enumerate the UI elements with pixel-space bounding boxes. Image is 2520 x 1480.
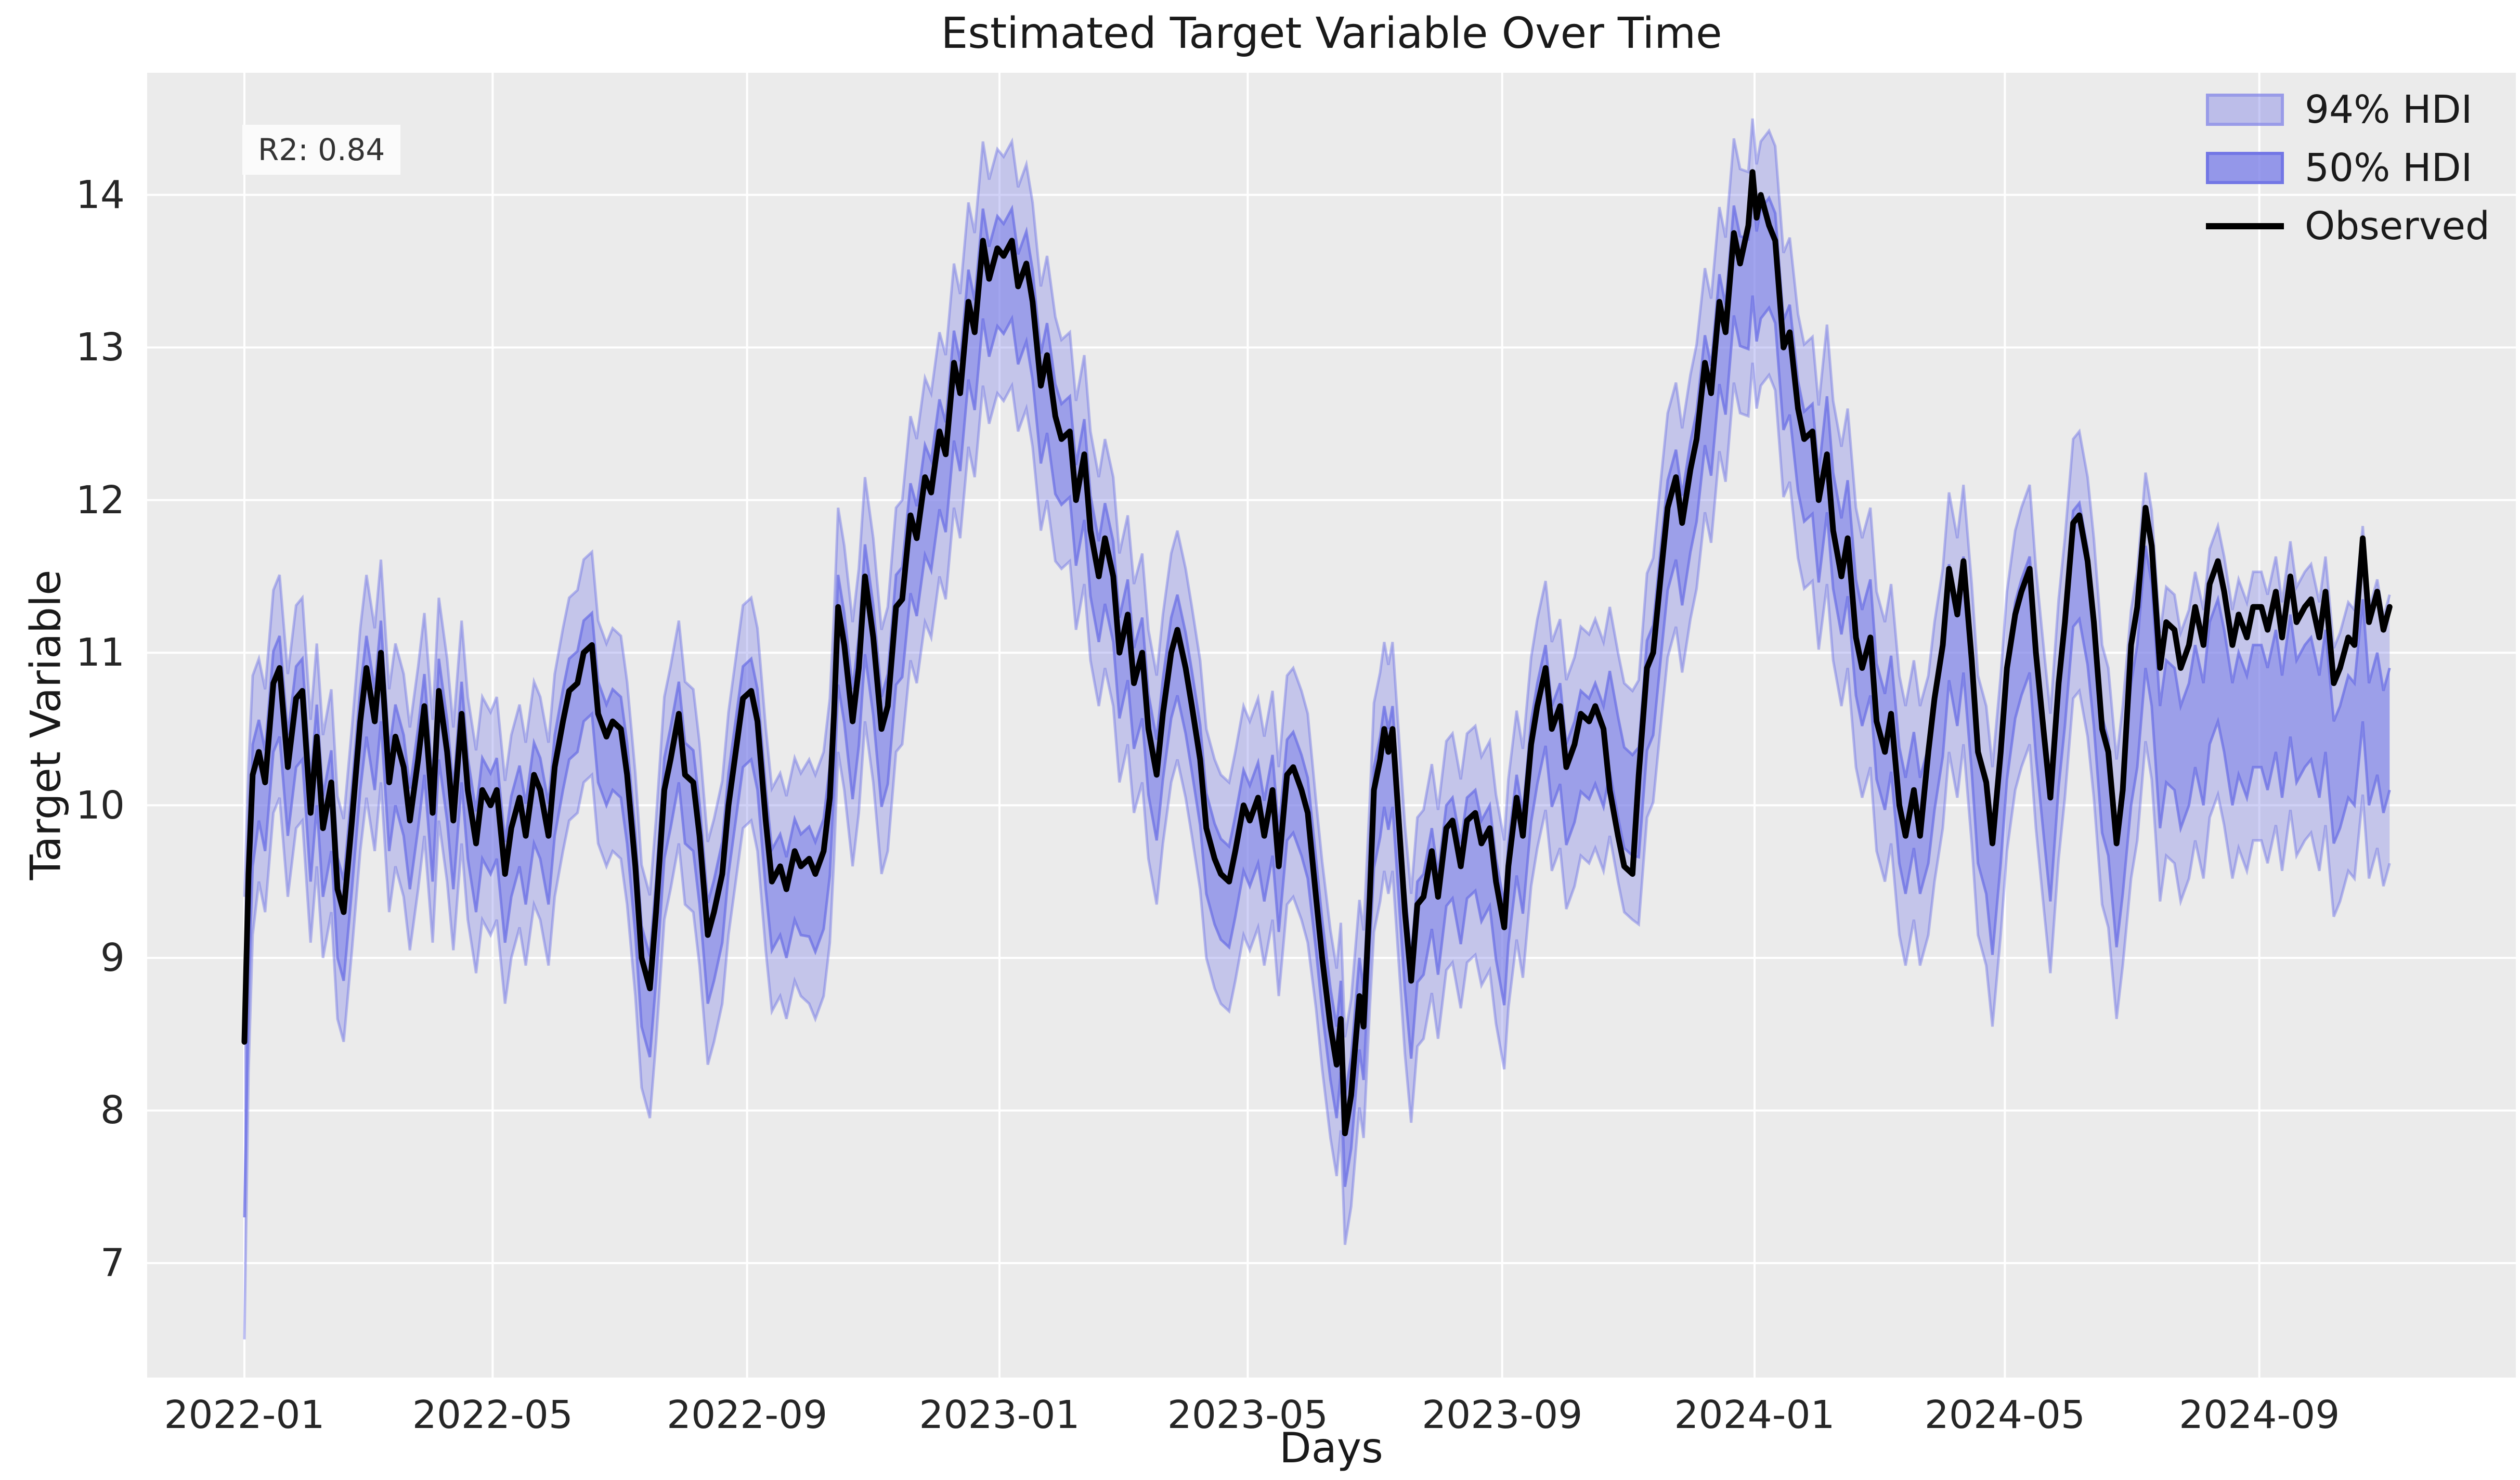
observed-line bbox=[241, 169, 2393, 1136]
y-tick-label: 10 bbox=[75, 783, 125, 828]
chart-title: Estimated Target Variable Over Time bbox=[941, 9, 1722, 58]
x-tick-label: 2023-09 bbox=[1422, 1393, 1583, 1437]
y-tick-label: 7 bbox=[100, 1240, 125, 1286]
y-tick-label: 9 bbox=[100, 936, 125, 980]
x-tick-label: 2022-01 bbox=[164, 1393, 325, 1437]
y-tick-label: 12 bbox=[75, 477, 125, 523]
hdi-50-swatch-icon bbox=[2205, 152, 2284, 184]
x-tick-label: 2024-01 bbox=[1674, 1393, 1835, 1437]
y-tick-label: 13 bbox=[75, 325, 125, 370]
legend-label: 94% HDI bbox=[2304, 87, 2473, 132]
legend: 94% HDI 50% HDI Observed bbox=[2205, 87, 2490, 249]
x-tick-label: 2023-05 bbox=[1167, 1393, 1328, 1437]
r2-annotation: R2: 0.84 bbox=[242, 125, 401, 175]
hdi-94-edge-bottom bbox=[243, 362, 2391, 1340]
legend-item-observed: Observed bbox=[2205, 204, 2490, 249]
hdi-50-edge-bottom bbox=[243, 295, 2391, 1217]
y-axis-label: Target Variable bbox=[21, 569, 70, 880]
hdi-94-swatch-icon bbox=[2205, 94, 2284, 126]
y-tick-label: 14 bbox=[75, 172, 125, 217]
x-tick-label: 2024-09 bbox=[2179, 1393, 2340, 1437]
legend-label: 50% HDI bbox=[2304, 146, 2473, 190]
y-tick-label: 8 bbox=[100, 1088, 125, 1133]
plot-background bbox=[147, 73, 2516, 1378]
legend-item-94-hdi: 94% HDI bbox=[2205, 87, 2490, 132]
hdi-50-edge-top bbox=[243, 185, 2391, 1096]
x-tick-label: 2024-05 bbox=[1924, 1393, 2085, 1437]
hdi-94-edge-top bbox=[243, 118, 2391, 1038]
x-tick-label: 2022-05 bbox=[412, 1393, 573, 1437]
x-tick-label: 2022-09 bbox=[667, 1393, 828, 1437]
observed-line-swatch-icon bbox=[2205, 223, 2284, 229]
legend-label: Observed bbox=[2304, 204, 2490, 249]
y-tick-label: 11 bbox=[75, 630, 125, 676]
x-axis-label: Days bbox=[1279, 1424, 1383, 1472]
legend-item-50-hdi: 50% HDI bbox=[2205, 146, 2490, 190]
x-tick-label: 2023-01 bbox=[919, 1393, 1080, 1437]
